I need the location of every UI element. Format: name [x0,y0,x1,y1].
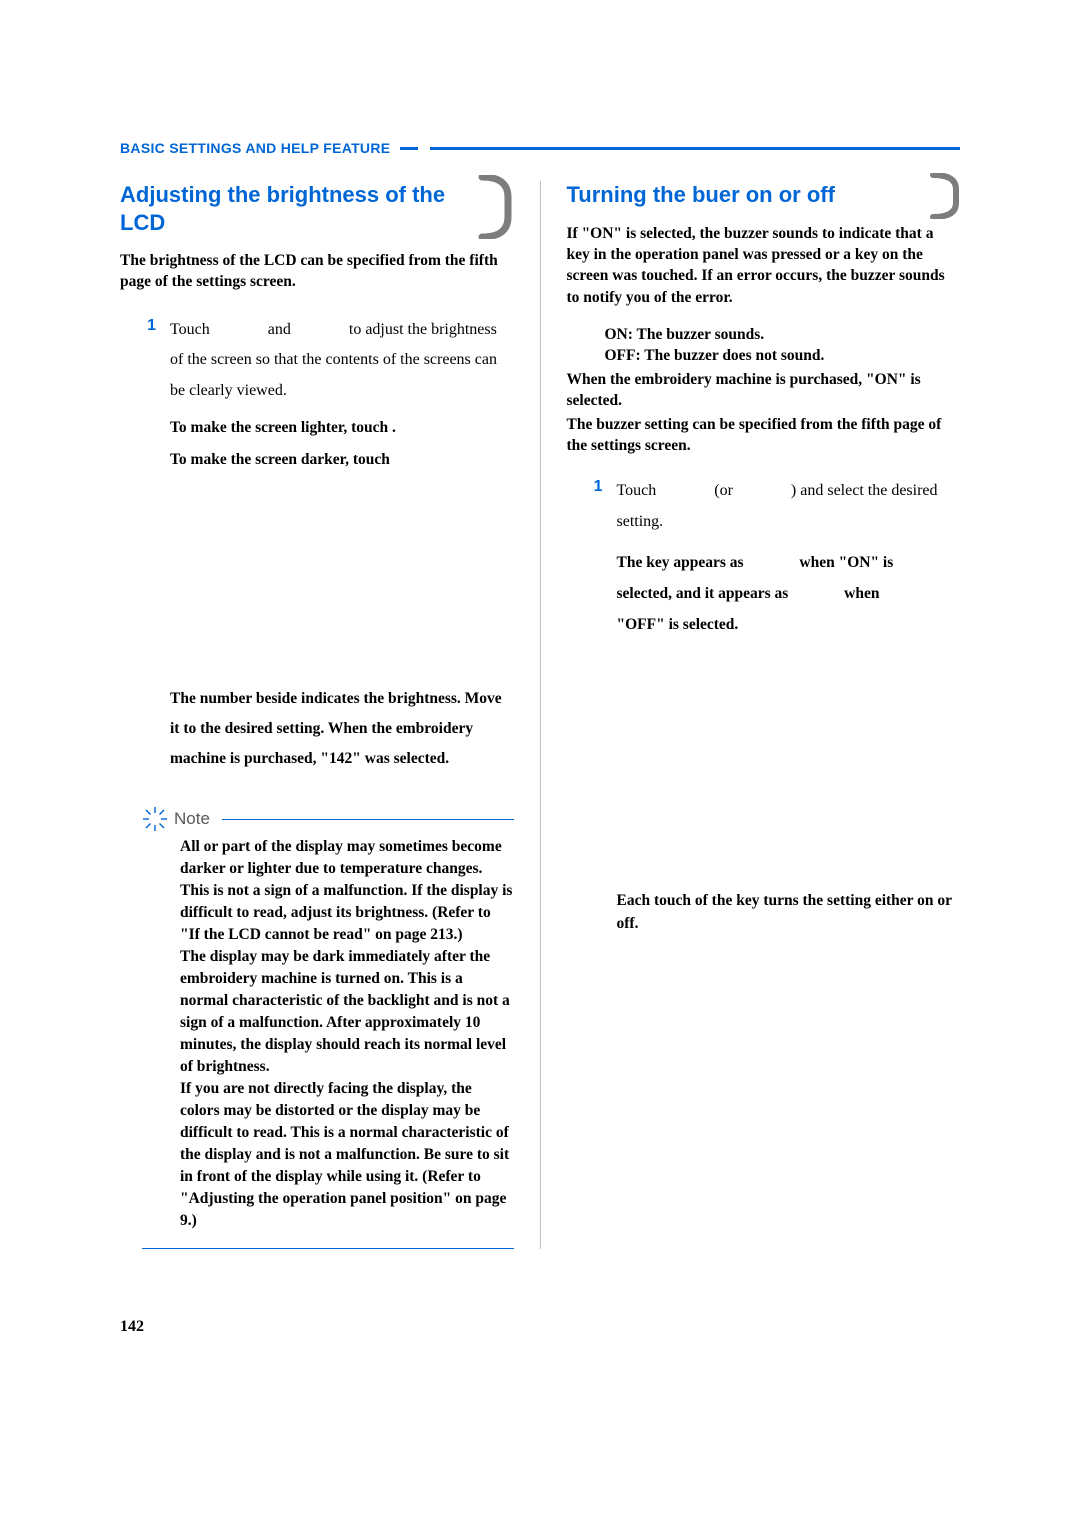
step-number: 1 [142,315,156,406]
step-body-r: Touch (or ) and select the desired setti… [617,476,961,537]
purchased-line: When the embroidery machine is purchased… [567,369,961,412]
lighter-line: To make the screen lighter, touch . [170,414,514,442]
r1: Touch [617,482,657,499]
kd: when [844,585,879,602]
r3: ) and select the desired setting. [617,482,938,529]
step-row-r: 1 Touch (or ) and select the desired set… [567,470,961,537]
fifth-line: The buzzer setting can be specified from… [567,414,961,457]
header-label: BASIC SETTINGS AND HELP FEATURE [120,140,390,156]
darker-line: To make the screen darker, touch [170,446,514,474]
t2: and [268,321,291,338]
bracket-icon [930,173,960,219]
note-box: Note All or part of the display may some… [142,806,514,1249]
header-rule-short [400,147,418,150]
number-note: The number beside indicates the brightne… [170,684,514,775]
intro-buzzer: If "ON" is selected, the buzzer sounds t… [567,223,961,309]
burst-icon [142,806,168,832]
ka: The key appears as [617,554,744,571]
step-body: Touch and to adjust the brightness of th… [170,315,514,406]
right-column: Turning the buer on or off If "ON" is se… [567,181,961,1249]
r2: (or [714,482,733,499]
on-line: ON: The buzzer sounds. [605,324,961,345]
note-bottom-rule [142,1248,514,1249]
key-block: The key appears as when "ON" is selected… [617,547,961,640]
step-row: 1 Touch and to adjust the brightness of … [120,309,514,406]
touch-note: Each touch of the key turns the setting … [617,890,961,935]
intro-brightness: The brightness of the LCD can be specifi… [120,250,514,293]
t3: to adjust the brightness of the screen s… [170,321,497,399]
step-number-r: 1 [589,476,603,537]
note-body: All or part of the display may sometimes… [180,836,514,1242]
header-bar: BASIC SETTINGS AND HELP FEATURE [120,140,960,156]
kb: when "ON" is [799,554,893,571]
off-line: OFF: The buzzer does not sound. [605,345,961,366]
t1: Touch [170,321,210,338]
column-divider [540,181,541,1249]
section-title-brightness: Adjusting the brightness of the LCD [120,181,466,236]
page-number: 142 [120,1318,144,1336]
kc: selected, and it appears as [617,585,789,602]
header-rule-long [430,147,960,150]
left-column: Adjusting the brightness of the LCD The … [120,181,514,1249]
note-label: Note [174,809,210,829]
note-rule [222,819,514,820]
bracket-icon [478,175,514,239]
ke: "OFF" is selected. [617,616,739,633]
section-title-buzzer: Turning the buer on or off [567,181,913,209]
